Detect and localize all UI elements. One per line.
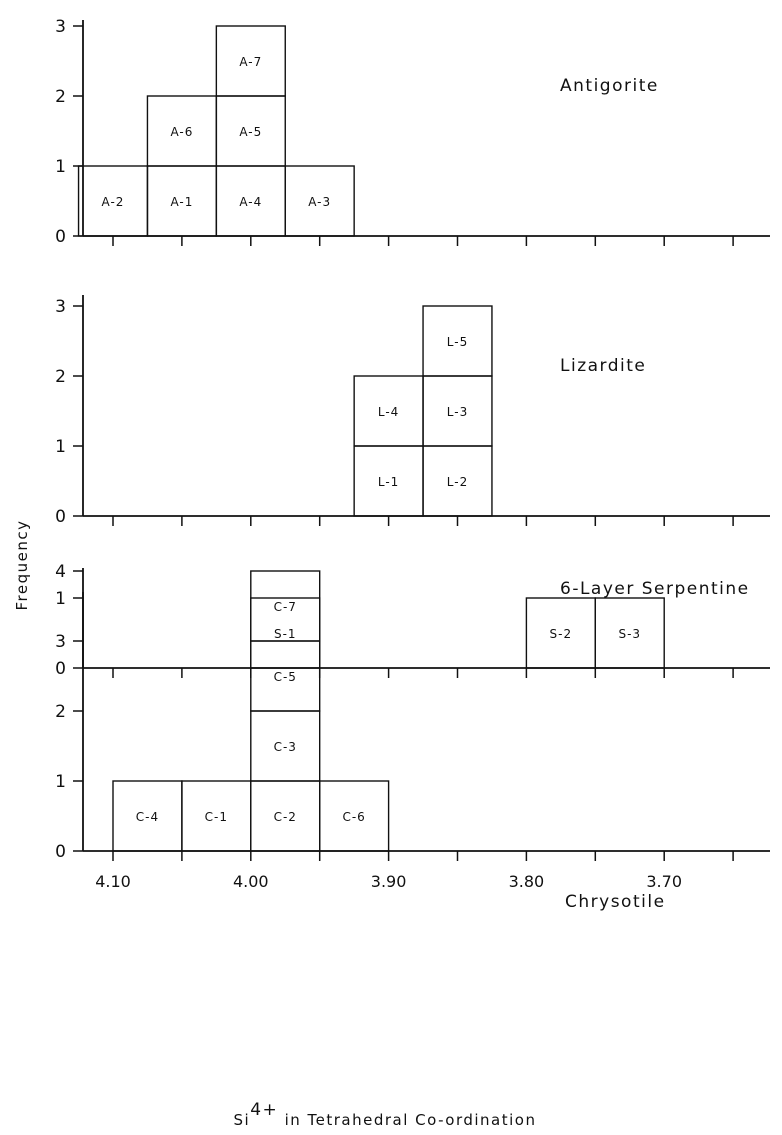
bar-label: C-3 <box>274 740 297 754</box>
panels-group: 0 1 2 3 A-2 A-1 A-6 A-4 A-5 A-7 A-3 Antigorite 0 1 2 3 L… <box>55 17 770 912</box>
y-tick-label: 0 <box>55 659 66 679</box>
y-tick-label: 2 <box>55 87 66 107</box>
panel-title: Lizardite <box>560 356 646 376</box>
x-tick-label: 3.90 <box>371 872 407 891</box>
bar-label: S-2 <box>550 627 573 641</box>
x-axis-title-suffix: in Tetrahedral Co-ordination <box>278 1111 536 1129</box>
x-tick-label: 4.00 <box>233 872 269 891</box>
y-tick-label: 3 <box>55 632 66 652</box>
y-tick-label: 1 <box>55 589 66 609</box>
x-axis-title-superscript: 4+ <box>250 1100 278 1120</box>
bar-label: S-3 <box>618 627 641 641</box>
bar-label: L-3 <box>447 405 468 419</box>
x-axis-title: Si4+ in Tetrahedral Co-ordination <box>234 1100 537 1129</box>
y-tick-label: 4 <box>55 562 66 582</box>
bar-label: C-5 <box>274 670 297 684</box>
bar-label: L-5 <box>447 335 468 349</box>
panel-1: 0 1 2 3 A-2 A-1 A-6 A-4 A-5 A-7 A-3 Antigorite <box>55 17 770 247</box>
y-tick-label: 0 <box>55 227 66 247</box>
bar-label: C-7 <box>274 600 297 614</box>
bar-box <box>422 305 493 377</box>
panel-title: Antigorite <box>560 76 659 96</box>
panel-2: 0 1 2 3 L-1 L-4 L-2 L-3 L-5 Lizardite <box>55 295 770 527</box>
y-tick-label: 0 <box>55 507 66 527</box>
panel-3: 0 1 S-1 S-2 S-3 6-Layer Serpentine <box>55 579 770 679</box>
bar-label: L-2 <box>447 475 468 489</box>
bar-box <box>250 570 321 642</box>
y-tick-label: 2 <box>55 702 66 722</box>
x-tick-label: 3.70 <box>646 872 682 891</box>
bar-box <box>215 25 286 97</box>
y-axis-title: Frequency <box>13 520 31 611</box>
x-tick-label: 4.10 <box>95 872 131 891</box>
bar-label: A-1 <box>170 195 193 209</box>
y-tick-label: 1 <box>55 772 66 792</box>
panel-title: 6-Layer Serpentine <box>560 579 750 599</box>
y-tick-label: 0 <box>55 842 66 862</box>
bar-label: C-6 <box>342 810 365 824</box>
bar-box <box>594 597 665 669</box>
y-tick-label: 3 <box>55 297 66 317</box>
bar-label: A-5 <box>239 125 262 139</box>
bar-label: A-3 <box>308 195 331 209</box>
panel-4: 0 1 2 3 4 C-4 C-1 C-2 C-3 C-5 C-7 C-6 Chrysotile <box>55 562 770 912</box>
y-tick-label: 1 <box>55 157 66 177</box>
bar-label: C-4 <box>136 810 159 824</box>
bar-label: A-6 <box>170 125 193 139</box>
y-tick-label: 1 <box>55 437 66 457</box>
bar-label: L-1 <box>378 475 399 489</box>
bar-box <box>284 165 355 237</box>
bar-label: S-1 <box>274 627 297 641</box>
bar-box <box>319 780 390 852</box>
x-axis-title-prefix: Si <box>234 1111 251 1129</box>
bar-label: C-2 <box>274 810 297 824</box>
y-tick-label: 3 <box>55 17 66 37</box>
y-tick-label: 2 <box>55 367 66 387</box>
bar-label: C-1 <box>205 810 228 824</box>
bar-label: L-4 <box>378 405 399 419</box>
bar-label: A-4 <box>239 195 262 209</box>
bar-label: A-7 <box>239 55 262 69</box>
bar-label: A-2 <box>102 195 125 209</box>
x-tick-label: 3.80 <box>509 872 545 891</box>
panel-title: Chrysotile <box>565 892 666 912</box>
